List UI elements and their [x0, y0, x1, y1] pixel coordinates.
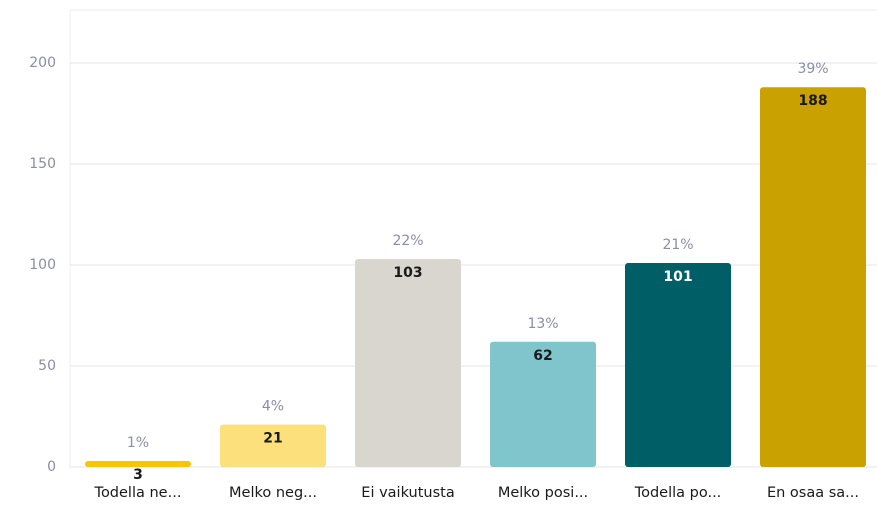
- x-tick-label: Ei vaikutusta: [361, 485, 454, 501]
- bar: [490, 341, 596, 467]
- bar: [625, 262, 731, 467]
- value-label: 3: [133, 467, 143, 483]
- share-label: 21%: [662, 237, 693, 253]
- y-tick-label: 50: [38, 358, 56, 374]
- x-tick-label: Todella po...: [634, 485, 722, 501]
- share-label: 1%: [127, 435, 149, 451]
- value-label: 62: [533, 348, 552, 364]
- x-tick-label: Melko posi...: [498, 485, 588, 501]
- bar: [220, 424, 326, 467]
- y-tick-label: 100: [29, 257, 56, 273]
- value-label: 21: [263, 431, 282, 447]
- value-label: 101: [663, 269, 692, 285]
- bar: [85, 460, 191, 467]
- x-tick-label: Melko neg...: [229, 485, 317, 501]
- share-label: 4%: [262, 399, 284, 415]
- value-label: 188: [798, 93, 827, 109]
- value-label: 103: [393, 265, 422, 281]
- share-label: 22%: [392, 233, 423, 249]
- y-tick-label: 150: [29, 156, 56, 172]
- share-label: 13%: [527, 316, 558, 332]
- bar: [760, 87, 866, 468]
- share-label: 39%: [797, 61, 828, 77]
- y-tick-label: 200: [29, 55, 56, 71]
- x-tick-label: En osaa sa...: [767, 485, 859, 501]
- bar: [355, 258, 461, 467]
- y-tick-label: 0: [47, 459, 56, 475]
- x-tick-label: Todella ne...: [94, 485, 182, 501]
